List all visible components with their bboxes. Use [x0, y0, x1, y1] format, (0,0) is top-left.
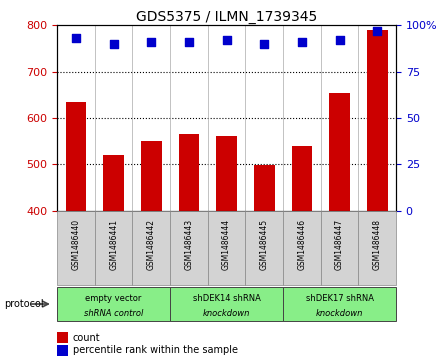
Bar	[246, 211, 283, 285]
Bar	[283, 287, 396, 321]
Text: GSM1486448: GSM1486448	[373, 219, 381, 269]
Text: GSM1486443: GSM1486443	[184, 219, 194, 270]
Bar	[66, 102, 86, 211]
Point	[73, 36, 80, 41]
Bar	[57, 287, 170, 321]
Bar	[358, 211, 396, 285]
Text: percentile rank within the sample: percentile rank within the sample	[73, 345, 238, 355]
Text: GSM1486444: GSM1486444	[222, 219, 231, 270]
Text: shDEK14 shRNA: shDEK14 shRNA	[193, 294, 260, 303]
Text: knockdown: knockdown	[203, 309, 250, 318]
Text: shDEK17 shRNA: shDEK17 shRNA	[305, 294, 374, 303]
Text: empty vector: empty vector	[85, 294, 142, 303]
Text: GSM1486445: GSM1486445	[260, 219, 269, 270]
Text: GSM1486441: GSM1486441	[109, 219, 118, 269]
Bar	[170, 287, 283, 321]
Text: GSM1486442: GSM1486442	[147, 219, 156, 269]
Point	[110, 41, 117, 47]
Bar	[95, 211, 132, 285]
Bar	[103, 155, 124, 211]
Bar	[216, 136, 237, 211]
Text: GSM1486446: GSM1486446	[297, 219, 306, 270]
Bar	[141, 141, 161, 211]
Point	[185, 39, 192, 45]
Bar	[254, 165, 275, 211]
Text: count: count	[73, 333, 100, 343]
Point	[223, 37, 230, 43]
Bar	[170, 211, 208, 285]
Bar	[208, 211, 246, 285]
Point	[298, 39, 305, 45]
Point	[336, 37, 343, 43]
Bar	[367, 30, 388, 211]
Text: GSM1486447: GSM1486447	[335, 219, 344, 270]
Text: protocol: protocol	[4, 299, 44, 309]
Bar	[321, 211, 358, 285]
Bar	[283, 211, 321, 285]
Point	[148, 39, 155, 45]
Point	[374, 28, 381, 34]
Text: GSM1486440: GSM1486440	[72, 219, 81, 270]
Bar	[329, 93, 350, 211]
Bar	[179, 134, 199, 211]
Text: shRNA control: shRNA control	[84, 309, 143, 318]
Title: GDS5375 / ILMN_1739345: GDS5375 / ILMN_1739345	[136, 11, 317, 24]
Bar	[57, 211, 95, 285]
Text: knockdown: knockdown	[316, 309, 363, 318]
Bar	[292, 146, 312, 211]
Point	[261, 41, 268, 47]
Bar	[132, 211, 170, 285]
